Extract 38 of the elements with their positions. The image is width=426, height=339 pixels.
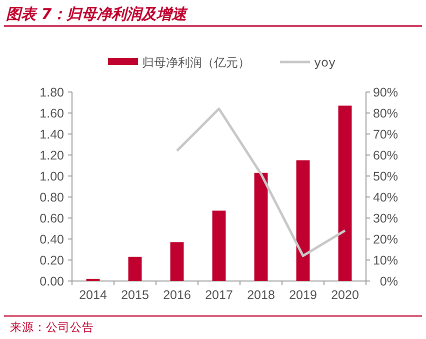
y2-tick-label: 40% <box>372 190 398 204</box>
y2-tick-label: 30% <box>372 212 398 226</box>
y-tick-label: 0.40 <box>40 232 64 246</box>
y-tick-label: 1.80 <box>40 86 64 100</box>
x-tick-label: 2018 <box>247 288 275 302</box>
y-tick-label: 1.00 <box>40 170 64 184</box>
y2-tick-label: 90% <box>372 86 398 100</box>
y2-tick-label: 0% <box>380 274 398 288</box>
y-tick-label: 0.60 <box>40 212 64 226</box>
y2-tick-label: 70% <box>372 128 398 142</box>
y2-tick-label: 60% <box>372 148 398 162</box>
y-tick-label: 1.60 <box>40 106 64 120</box>
y-tick-label: 1.40 <box>40 128 64 142</box>
y2-tick-label: 20% <box>372 232 398 246</box>
x-tick-label: 2020 <box>331 288 359 302</box>
source-note: 来源：公司公告 <box>10 320 94 334</box>
y-tick-label: 1.20 <box>40 148 64 162</box>
y2-tick-label: 50% <box>372 170 398 184</box>
y2-tick-label: 10% <box>372 254 398 268</box>
y-tick-label: 0.20 <box>40 254 64 268</box>
y-tick-label: 0.00 <box>40 274 64 288</box>
x-tick-label: 2019 <box>289 288 317 302</box>
bar <box>212 210 226 281</box>
y-tick-label: 0.80 <box>40 190 64 204</box>
chart-title: 图表 7：归母净利润及增速 <box>6 5 189 23</box>
bar <box>254 172 268 281</box>
x-tick-label: 2016 <box>163 288 191 302</box>
x-tick-label: 2017 <box>205 288 233 302</box>
y2-tick-label: 80% <box>372 106 398 120</box>
x-tick-label: 2014 <box>79 288 107 302</box>
bar <box>170 242 184 281</box>
legend-label: yoy <box>314 56 336 70</box>
x-tick-label: 2015 <box>121 288 149 302</box>
line-series <box>176 108 346 258</box>
bar <box>338 106 352 281</box>
bar <box>296 160 310 281</box>
legend-label: 归母净利润（亿元） <box>142 56 250 70</box>
bar <box>128 256 142 281</box>
